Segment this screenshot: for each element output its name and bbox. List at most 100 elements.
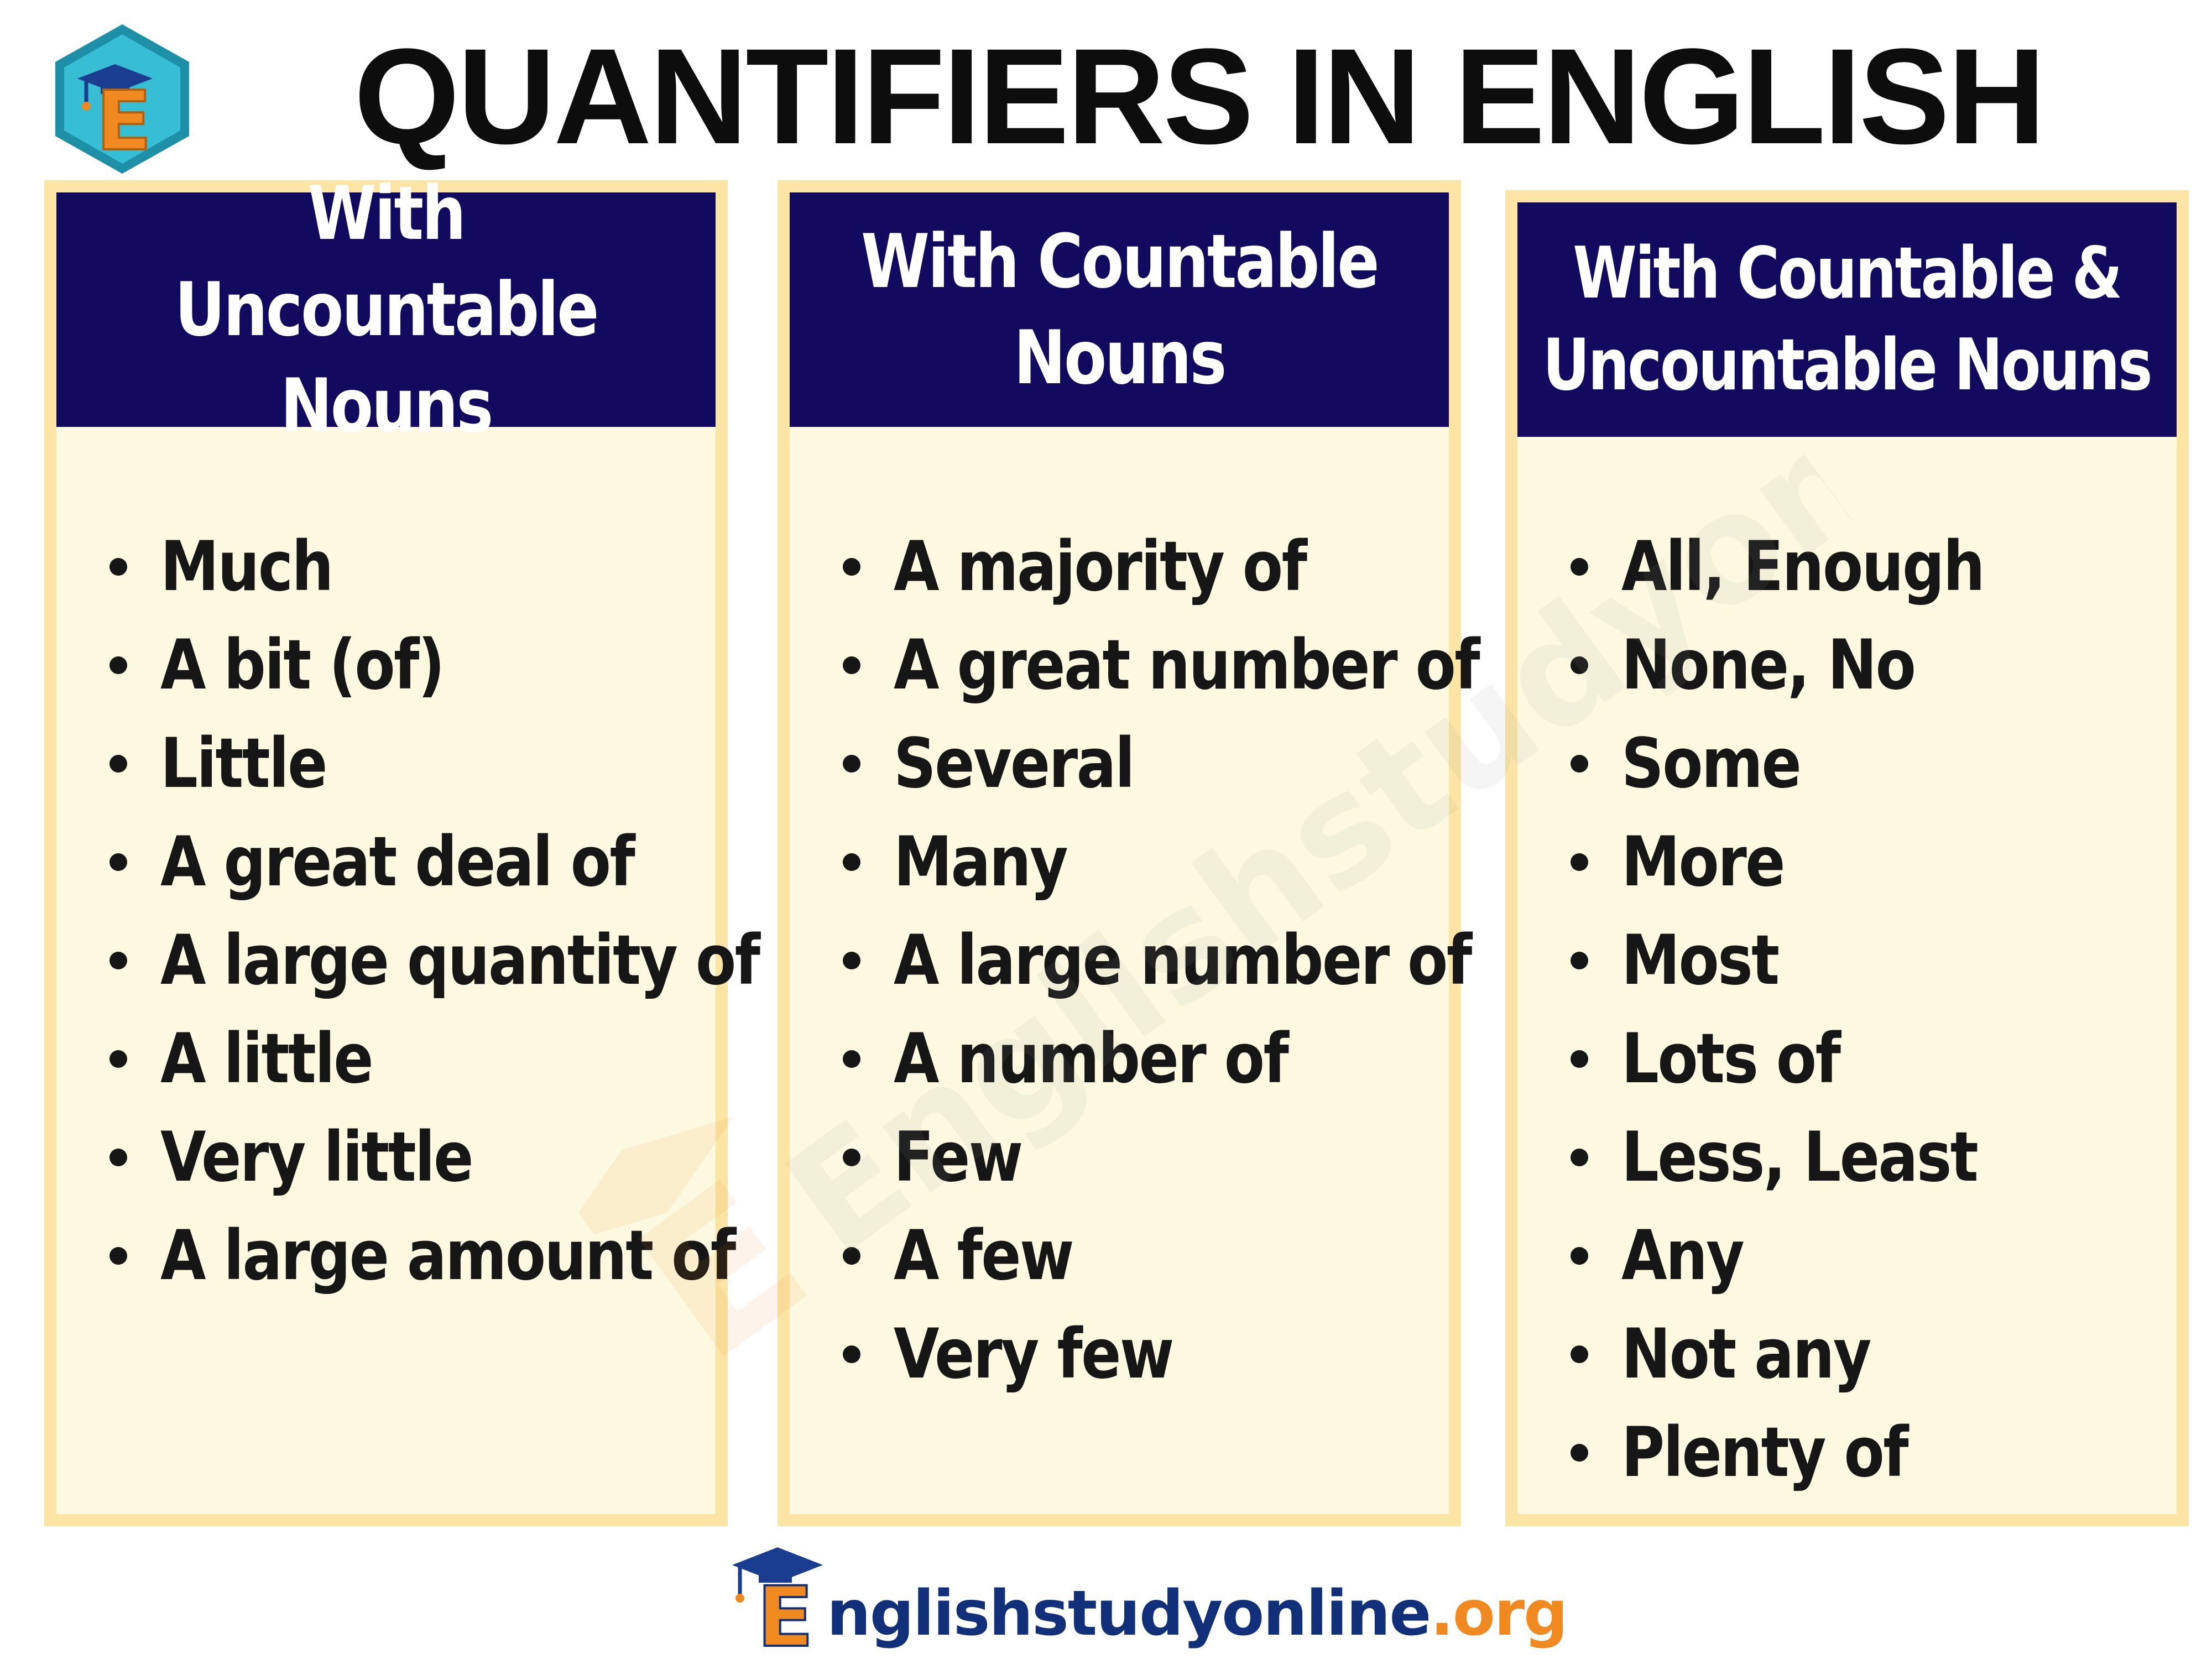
site-logo-hexagon-icon: E xyxy=(50,21,195,177)
panel-header: With Uncountable Nouns xyxy=(56,170,716,449)
list-item-text: Very little xyxy=(160,1118,473,1197)
bullet-icon xyxy=(109,656,127,674)
bullet-icon xyxy=(109,1247,127,1265)
panel-heading-line-1: With Countable xyxy=(860,218,1380,305)
quantifier-list: A majority of A great number of Several … xyxy=(843,518,1480,1404)
panel-heading: With Uncountable Nouns xyxy=(109,165,662,455)
footer-brand-text: nglishstudyonline.org xyxy=(827,1583,1568,1645)
list-item-text: A large amount of xyxy=(160,1216,736,1296)
bullet-icon xyxy=(843,1050,860,1068)
list-item-text: Few xyxy=(894,1118,1023,1197)
panel-header: With Countable Nouns xyxy=(790,192,1449,427)
bullet-icon xyxy=(843,558,860,576)
bullet-icon xyxy=(1571,656,1588,674)
bullet-icon xyxy=(1571,558,1588,576)
list-item-text: Plenty of xyxy=(1621,1413,1909,1493)
list-item-text: Most xyxy=(1621,921,1780,1000)
list-item-text: Little xyxy=(160,724,327,804)
bullet-icon xyxy=(843,755,860,773)
page-title: QUANTIFIERS IN ENGLISH xyxy=(354,20,2046,173)
bullet-icon xyxy=(1571,1444,1588,1462)
list-item-text: A large number of xyxy=(894,921,1472,1000)
bullet-icon xyxy=(109,1050,127,1068)
bullet-icon xyxy=(109,952,127,969)
list-item-text: None, No xyxy=(1621,625,1916,705)
panel-heading: With Countable & Uncountable Nouns xyxy=(1543,228,2153,412)
list-item-text: A large quantity of xyxy=(160,921,760,1000)
list-item: More xyxy=(1571,813,2166,911)
list-item-text: A number of xyxy=(894,1019,1289,1099)
list-item-text: A bit (of) xyxy=(160,625,445,705)
list-item: Much xyxy=(109,518,705,616)
list-item: A great number of xyxy=(843,616,1480,714)
list-item-text: Less, Least xyxy=(1621,1118,1979,1197)
bullet-icon xyxy=(843,853,860,871)
list-item: A few xyxy=(843,1207,1438,1305)
list-item: Less, Least xyxy=(1571,1108,2166,1207)
list-item-text: A majority of xyxy=(894,527,1307,607)
panel-heading-line-2: Nouns xyxy=(280,363,493,450)
bullet-icon xyxy=(1571,1345,1588,1363)
list-item: Very little xyxy=(109,1108,705,1207)
list-item: A little xyxy=(109,1010,705,1108)
list-item: Not any xyxy=(1571,1305,2166,1404)
list-item-text: Some xyxy=(1621,724,1802,804)
panel-header: With Countable & Uncountable Nouns xyxy=(1517,202,2177,437)
bullet-icon xyxy=(843,1149,860,1166)
list-item: Plenty of xyxy=(1571,1404,2166,1502)
bullet-icon xyxy=(109,755,127,773)
list-item: Any xyxy=(1571,1207,2166,1305)
list-item: Very few xyxy=(843,1305,1438,1404)
list-item: A majority of xyxy=(843,518,1438,616)
list-item: A large quantity of xyxy=(109,911,760,1010)
list-item-text: Not any xyxy=(1621,1314,1872,1394)
bullet-icon xyxy=(843,952,860,969)
footer-logo-letter: E xyxy=(757,1569,813,1653)
list-item: Little xyxy=(109,714,705,813)
list-item-text: A great number of xyxy=(894,625,1480,705)
list-item: A great deal of xyxy=(109,813,705,911)
list-item-text: Much xyxy=(160,527,333,607)
list-item: A large amount of xyxy=(109,1207,736,1305)
panel-countable-and-uncountable-nouns: With Countable & Uncountable Nouns All, … xyxy=(1505,190,2189,1526)
list-item-text: A great deal of xyxy=(160,822,635,902)
footer-brand: E nglishstudyonline.org xyxy=(724,1543,1568,1653)
bullet-icon xyxy=(843,1345,860,1363)
list-item: A bit (of) xyxy=(109,616,705,714)
panel-heading-line-1: With Uncountable xyxy=(174,170,599,353)
list-item-text: A few xyxy=(894,1216,1074,1296)
list-item: A number of xyxy=(843,1010,1438,1108)
list-item: All, Enough xyxy=(1571,518,2166,616)
list-item: Many xyxy=(843,813,1438,911)
panel-heading-line-1: With Countable & xyxy=(1573,232,2123,315)
list-item-text: All, Enough xyxy=(1621,527,1985,607)
bullet-icon xyxy=(109,1149,127,1166)
list-item: A large number of xyxy=(843,911,1472,1010)
bullet-icon xyxy=(1571,1149,1588,1166)
list-item: Most xyxy=(1571,911,2166,1010)
bullet-icon xyxy=(109,853,127,871)
bullet-icon xyxy=(843,656,860,674)
list-item-text: Several xyxy=(894,724,1135,804)
footer-logo-icon: E xyxy=(732,1547,823,1653)
panel-heading-line-2: Uncountable Nouns xyxy=(1543,324,2153,406)
bullet-icon xyxy=(1571,1050,1588,1068)
panel-uncountable-nouns: With Uncountable Nouns Much A bit (of) L… xyxy=(44,170,760,1526)
list-item-text: Many xyxy=(894,822,1068,902)
list-item: Few xyxy=(843,1108,1438,1207)
bullet-icon xyxy=(1571,853,1588,871)
list-item-text: A little xyxy=(160,1019,374,1099)
footer-brand-tld: .org xyxy=(1430,1578,1568,1650)
footer-brand-name: nglishstudyonline xyxy=(827,1578,1431,1650)
bullet-icon xyxy=(1571,755,1588,773)
quantifier-list: All, Enough None, No Some More Most Lots… xyxy=(1571,518,2166,1502)
list-item: Some xyxy=(1571,714,2166,813)
logo-letter: E xyxy=(96,74,152,169)
bullet-icon xyxy=(843,1247,860,1265)
panel-heading: With Countable Nouns xyxy=(860,213,1380,406)
list-item: Lots of xyxy=(1571,1010,2166,1108)
bullet-icon xyxy=(1571,952,1588,969)
list-item-text: Very few xyxy=(894,1314,1174,1394)
panel-heading-line-2: Nouns xyxy=(1013,315,1227,401)
list-item: None, No xyxy=(1571,616,2166,714)
